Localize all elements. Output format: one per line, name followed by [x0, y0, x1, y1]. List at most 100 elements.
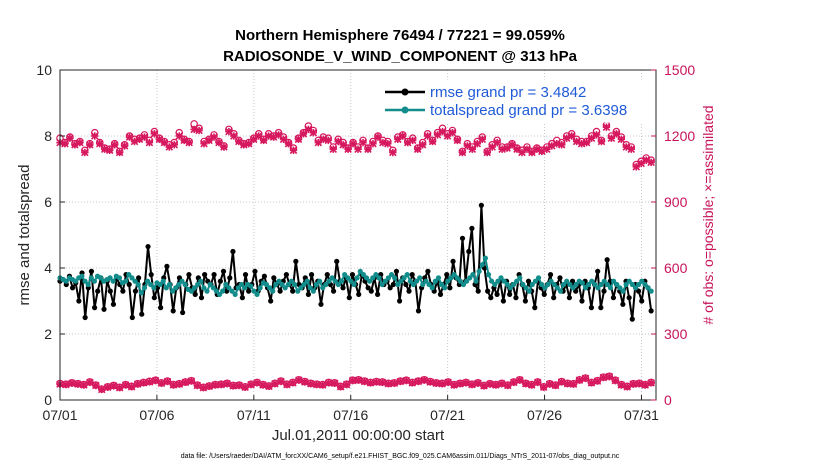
- obs-assimilated-marker: [635, 379, 643, 388]
- obs-assimilated-marker: [569, 380, 578, 388]
- totalspread-point: [645, 285, 651, 291]
- rmse-point: [635, 288, 642, 294]
- totalspread-point: [582, 285, 589, 291]
- obs-assimilated-marker: [324, 136, 333, 145]
- totalspread-point: [170, 288, 176, 294]
- obs-assimilated-marker: [133, 380, 142, 388]
- totalspread-point: [517, 275, 523, 281]
- totalspread-point: [548, 278, 554, 284]
- totalspread-point: [385, 275, 392, 281]
- totalspread-point: [514, 278, 520, 284]
- x-tick-label: 07/06: [139, 407, 174, 423]
- obs-assimilated-marker: [581, 374, 590, 383]
- obs-assimilated-marker: [354, 145, 362, 153]
- obs-assimilated-marker: [545, 380, 554, 388]
- obs-assimilated-marker: [289, 379, 297, 387]
- rmse-point: [648, 308, 654, 314]
- totalspread-point: [304, 278, 310, 284]
- obs-assimilated-marker: [408, 379, 417, 387]
- totalspread-point: [213, 288, 219, 294]
- obs-assimilated-marker: [360, 377, 369, 386]
- totalspread-point: [295, 288, 301, 294]
- totalspread-point: [457, 278, 463, 284]
- totalspread-point: [482, 255, 488, 261]
- totalspread-point: [273, 281, 279, 288]
- rmse-point: [239, 295, 245, 301]
- rmse-point: [522, 298, 528, 304]
- totalspread-point: [141, 285, 148, 291]
- rmse-point: [129, 314, 135, 321]
- obs-assimilated-marker: [342, 380, 351, 389]
- obs-assimilated-marker: [309, 128, 318, 137]
- rmse-point: [425, 268, 431, 274]
- totalspread-point: [91, 278, 98, 284]
- obs-assimilated-marker: [205, 382, 214, 391]
- obs-assimilated-marker: [450, 381, 458, 389]
- obs-assimilated-marker: [98, 385, 106, 394]
- obs-assimilated-marker: [605, 372, 614, 381]
- obs-assimilated-marker: [627, 145, 636, 153]
- obs-assimilated-marker: [104, 383, 112, 392]
- totalspread-point: [263, 281, 270, 288]
- obs-assimilated-marker: [86, 378, 94, 387]
- totalspread-point: [354, 275, 360, 281]
- totalspread-point: [232, 291, 238, 297]
- totalspread-point: [495, 278, 501, 284]
- obs-assimilated-marker: [408, 136, 417, 145]
- totalspread-point: [138, 290, 144, 296]
- obs-assimilated-marker: [169, 381, 178, 389]
- totalspread-point: [191, 285, 198, 291]
- obs-assimilated-marker: [68, 379, 76, 388]
- totalspread-point: [320, 285, 326, 291]
- obs-assimilated-marker: [334, 137, 342, 146]
- obs-assimilated-marker: [486, 380, 494, 388]
- totalspread-point: [464, 278, 470, 284]
- obs-assimilated-marker: [587, 379, 596, 387]
- totalspread-point: [585, 281, 592, 288]
- rmse-point: [110, 301, 117, 307]
- obs-assimilated-marker: [284, 139, 293, 148]
- obs-assimilated-marker: [557, 378, 566, 386]
- obs-assimilated-marker: [426, 378, 434, 386]
- obs-count-series: [56, 120, 655, 394]
- obs-assimilated-marker: [396, 377, 405, 386]
- totalspread-point: [157, 281, 163, 288]
- totalspread-point: [188, 288, 194, 294]
- obs-assimilated-marker: [200, 139, 208, 148]
- totalspread-point: [129, 275, 135, 281]
- totalspread-point: [435, 275, 442, 281]
- legend-spread-marker: [401, 106, 409, 114]
- rmse-point: [475, 288, 481, 294]
- totalspread-point: [151, 285, 157, 291]
- x-tick-label: 07/21: [430, 407, 465, 423]
- rmse-point: [415, 308, 422, 314]
- obs-assimilated-marker: [220, 143, 228, 151]
- obs-assimilated-marker: [199, 383, 208, 392]
- totalspread-point: [176, 281, 182, 288]
- totalspread-point: [467, 275, 473, 281]
- rmse-point: [261, 273, 267, 279]
- totalspread-point: [507, 285, 514, 291]
- legend: rmse grand pr = 3.4842 totalspread grand…: [379, 79, 653, 123]
- obs-assimilated-marker: [468, 380, 476, 389]
- totalspread-point: [542, 285, 548, 291]
- legend-rmse-marker: [401, 88, 409, 96]
- totalspread-point: [595, 285, 601, 291]
- totalspread-point: [388, 272, 395, 278]
- y-tick-label-left: 4: [44, 260, 52, 276]
- rmse-point: [406, 288, 412, 294]
- obs-assimilated-marker: [478, 135, 487, 144]
- totalspread-point: [235, 285, 241, 291]
- x-tick-label: 07/31: [624, 407, 659, 423]
- rmse-point: [507, 291, 513, 297]
- totalspread-point: [363, 275, 370, 281]
- rmse-point: [180, 309, 186, 316]
- obs-assimilated-marker: [420, 376, 429, 384]
- obs-assimilated-marker: [599, 373, 608, 382]
- totalspread-point: [623, 281, 629, 288]
- y-tick-label-left: 2: [44, 326, 52, 342]
- rmse-point: [349, 272, 356, 278]
- obs-assimilated-marker: [510, 378, 518, 387]
- totalspread-point: [573, 281, 579, 288]
